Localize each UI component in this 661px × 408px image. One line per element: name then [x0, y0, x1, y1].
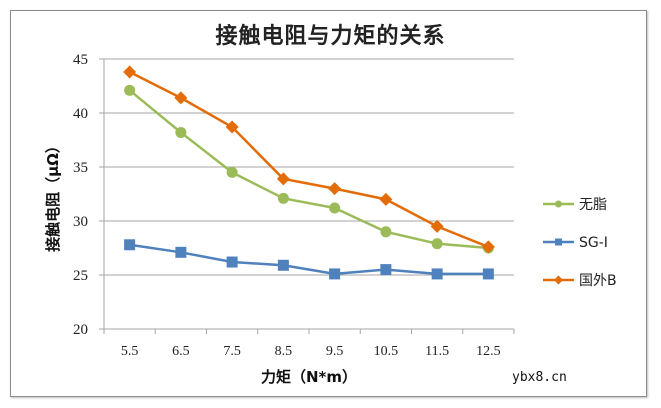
x-axis-label: 力矩（N*m）	[261, 368, 357, 386]
axes: 20 25 30 35 40 45 5.5 6.5 7.5 8.5 9.5 10.5 11.5 12.5	[73, 52, 515, 359]
data-point-circle	[124, 84, 136, 96]
data-point-circle	[175, 126, 187, 138]
data-point-diamond	[174, 91, 188, 105]
series-国外B	[123, 65, 495, 254]
y-tick-label: 30	[73, 214, 88, 230]
y-tick-label: 25	[73, 268, 88, 284]
legend-label: 无脂	[579, 197, 607, 213]
series-line	[128, 89, 489, 250]
data-point-circle	[431, 238, 443, 250]
x-tick-label: 5.5	[121, 344, 139, 359]
data-point-square	[175, 246, 187, 258]
data-point-square	[380, 264, 392, 276]
x-tick-label: 7.5	[223, 344, 241, 359]
series-lines	[123, 65, 495, 280]
y-tick-label: 35	[73, 160, 88, 176]
data-point-circle	[380, 226, 392, 238]
legend-label: 国外B	[579, 273, 617, 289]
series-无脂	[124, 84, 494, 254]
data-point-circle	[329, 202, 341, 214]
gridlines	[104, 58, 514, 330]
chart-frame	[10, 10, 647, 397]
data-point-diamond	[123, 65, 137, 79]
x-tick-label: 6.5	[172, 344, 190, 359]
data-point-square	[482, 268, 494, 280]
data-point-diamond	[328, 182, 342, 196]
x-tick-label: 12.5	[476, 344, 501, 359]
data-point-circle	[226, 166, 238, 178]
x-tick-label: 10.5	[374, 344, 399, 359]
data-point-square	[555, 238, 562, 246]
data-point-circle	[555, 200, 562, 208]
legend-item: SG-I	[543, 235, 608, 251]
x-tick-label: 8.5	[275, 344, 293, 359]
series-line	[129, 70, 489, 249]
data-point-diamond	[554, 275, 563, 285]
data-point-square	[124, 239, 136, 251]
watermark: ybx8.cn	[512, 370, 567, 385]
series-line	[129, 243, 489, 276]
legend-label: SG-I	[579, 235, 608, 251]
data-point-diamond	[430, 219, 444, 233]
legend: 无脂 SG-I 国外B	[543, 197, 617, 289]
data-point-square	[226, 256, 238, 268]
data-point-diamond	[379, 192, 393, 206]
data-point-circle	[277, 192, 289, 204]
x-tick-label: 9.5	[326, 344, 344, 359]
data-point-square	[431, 268, 443, 280]
series-SG-I	[124, 239, 494, 280]
x-tick-label: 11.5	[425, 344, 449, 359]
data-point-square	[277, 259, 289, 271]
y-tick-label: 20	[73, 322, 88, 338]
y-tick-label: 40	[73, 106, 88, 122]
chart-title: 接触电阻与力矩的关系	[215, 24, 446, 49]
legend-item: 国外B	[543, 273, 617, 289]
data-point-diamond	[481, 240, 495, 254]
data-point-diamond	[225, 120, 239, 134]
data-point-square	[329, 268, 341, 280]
legend-item: 无脂	[543, 197, 607, 213]
data-point-diamond	[276, 172, 290, 186]
y-tick-label: 45	[73, 52, 88, 68]
y-axis-label: 接触电阻（μΩ）	[44, 138, 62, 252]
